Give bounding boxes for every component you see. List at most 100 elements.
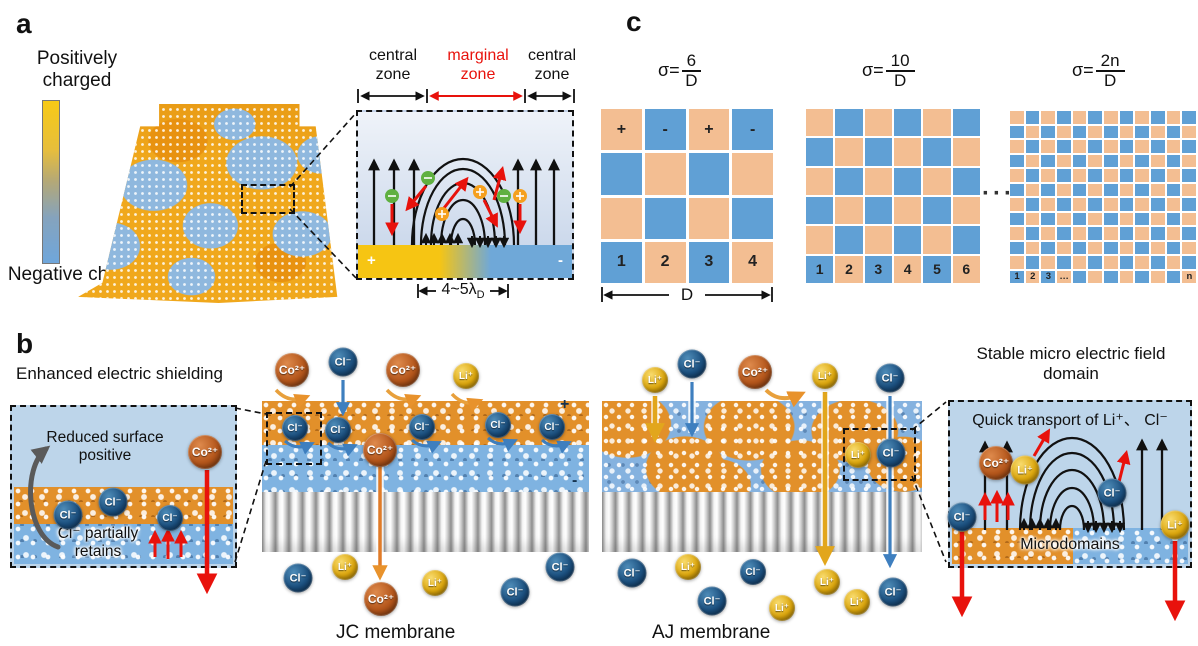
grid-cell [1119,140,1134,153]
cl-ion: Cl⁻ [409,414,435,440]
grid-cell [1151,140,1165,153]
grid-cell [806,167,834,195]
grid-cell [1104,212,1118,225]
grid-cell [923,109,951,137]
jc-zoom-region-box [266,412,322,465]
cl-ion: Cl⁻ [53,500,83,530]
grid-cell [1088,241,1102,254]
zone-label-central-right: central zone [527,47,577,83]
grid-cell [1088,140,1102,153]
grid-cell [601,153,642,195]
grid-cell [1072,169,1087,182]
grid-cell [1104,154,1118,167]
grid-cell [1119,212,1134,225]
grid-cell [806,109,834,137]
grid-cell [864,167,892,195]
grid-cell [1151,125,1165,138]
jc-negative-layer [262,445,589,494]
grid-cell [835,109,863,137]
grid-cell [1151,270,1165,283]
zone-label-marginal: marginal zone [447,47,509,83]
zone-label-central-left: central zone [368,47,418,83]
grid-cell [688,197,730,239]
grid-cell [1057,125,1071,138]
grid-cell [1025,198,1040,211]
grid-cell [1010,154,1024,167]
grid-cell [1072,183,1087,196]
grid-cell [952,109,980,137]
grid-cell [1135,140,1149,153]
grid-cell [1135,183,1149,196]
grid-cell [1072,241,1087,254]
grid-cell [1041,183,1055,196]
cl-ion: Cl⁻ [697,586,727,616]
cl-ion: Cl⁻ [617,558,647,588]
positive-charge-icon [435,207,449,221]
co-ion: Co²⁺ [738,355,772,389]
li-ion: Li⁺ [1160,510,1190,540]
grid-cell [1088,183,1102,196]
panel-c-letter: c [626,6,642,37]
grid-cell [644,153,686,195]
grid-cell [601,197,642,239]
grid-cell: 6 [952,255,980,283]
cl-ion: Cl⁻ [157,505,183,531]
grid-cell [1135,212,1149,225]
shielding-inset: Reduced surface positive Cl⁻ partially r… [10,405,237,568]
checkerboard-grid-2n: 1 2 3… n [1010,111,1196,283]
grid-cell [1057,227,1071,240]
grid-cell [1072,154,1087,167]
grid-cell [923,226,951,254]
grid-cell [1119,169,1134,182]
negative-charge-icon [421,171,435,185]
grid-cell [1010,125,1024,138]
grid-cell [1182,198,1196,211]
co-ion: Co²⁺ [275,353,309,387]
li-ion: Li⁺ [422,570,448,596]
grid-cell [1041,154,1055,167]
microdomains-label: Microdomains [1020,536,1120,553]
grid-cell [1041,169,1055,182]
grid-cell [1010,183,1024,196]
debye-length-measure: 4~5λD [400,281,526,301]
grid-cell [864,109,892,137]
grid-cell [806,197,834,225]
grid-cell [1025,183,1040,196]
grid-cell [1166,183,1181,196]
cl-ion: Cl⁻ [677,349,707,379]
grid-cell [1135,227,1149,240]
grid-cell [1088,111,1102,124]
li-ion: Li⁺ [642,367,668,393]
grid-cell [864,197,892,225]
grid-cell [1072,140,1087,153]
grid-cell [835,197,863,225]
grid-cell [1182,212,1196,225]
aj-substrate-pillars [602,492,922,552]
grid-cell [1182,111,1196,124]
grid-cell [952,226,980,254]
grid-cell [1072,198,1087,211]
grid-cell [1104,198,1118,211]
grid-cell [1135,154,1149,167]
grid-cell [1025,125,1040,138]
grid-cell [1182,241,1196,254]
grid-cell [1119,125,1134,138]
grid-cell [952,197,980,225]
grid-cell: 3 [688,241,730,283]
microdomain-inset: Microdomains Quick transport of Li⁺、 Cl⁻ [948,400,1192,568]
grid-cell [1182,140,1196,153]
grid-cell [1072,270,1087,283]
charge-colorbar [42,100,60,264]
grid-cell: 3 [1041,270,1055,283]
grid-cell [1088,154,1102,167]
grid-cell [952,167,980,195]
grid-cell [1088,227,1102,240]
grid-cell [1088,125,1102,138]
grid-cell [1057,241,1071,254]
cl-ion: Cl⁻ [328,347,358,377]
panel-a-letter: a [16,8,32,39]
grid-cell [1182,125,1196,138]
grid-cell [1182,183,1196,196]
grid-cell [1025,227,1040,240]
